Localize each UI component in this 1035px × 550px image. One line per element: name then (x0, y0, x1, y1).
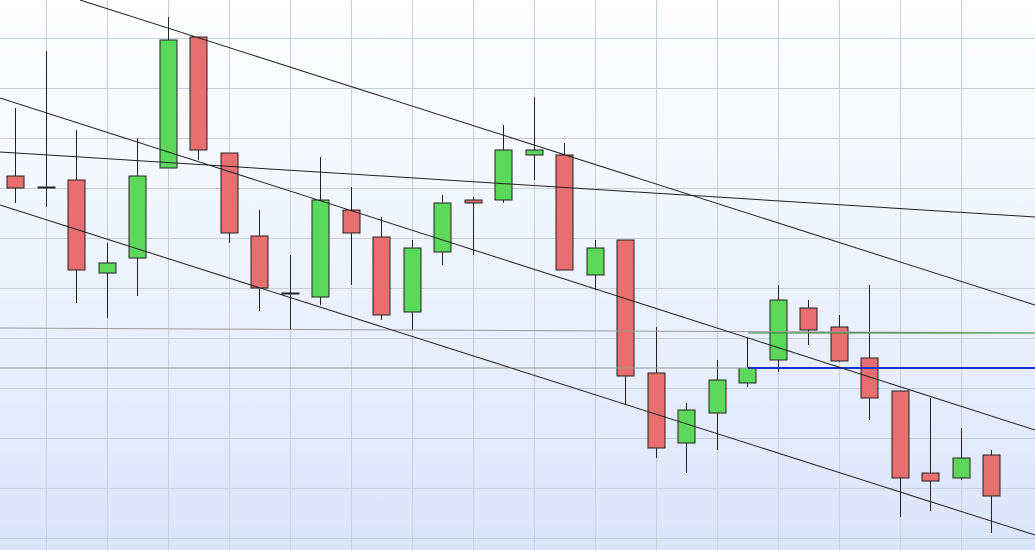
candle-body (433, 202, 452, 253)
candle-body (891, 390, 910, 479)
candle-body (555, 154, 574, 271)
candle-body (37, 186, 56, 189)
candle-body (281, 292, 300, 295)
candle-body (464, 199, 483, 204)
candles (6, 17, 1001, 533)
candle-body (738, 367, 757, 384)
candle-body (403, 247, 422, 313)
candle-body (98, 262, 117, 274)
trend-line (0, 151, 1035, 218)
trend-line (0, 97, 1035, 431)
candle-body (6, 175, 25, 189)
candle-body (250, 235, 269, 289)
candle-body (525, 149, 544, 156)
trend-line (79, 0, 1035, 306)
candle-body (952, 457, 971, 479)
candle-body (494, 149, 513, 201)
candle-body (311, 199, 330, 298)
candle-body (982, 454, 1001, 497)
drawings (0, 0, 1035, 536)
candle-body (67, 179, 86, 271)
candle-body (372, 236, 391, 316)
candle-body (220, 152, 239, 234)
candle-body (586, 247, 605, 276)
candle-body (128, 175, 147, 259)
horizontal-line (0, 327, 1035, 334)
candle-body (708, 379, 727, 414)
candle-body (342, 209, 361, 234)
candle-body (830, 326, 849, 362)
candle-body (159, 39, 178, 169)
candle-body (616, 239, 635, 377)
candle-body (647, 372, 666, 449)
candle-body (860, 357, 879, 399)
candle-body (769, 299, 788, 361)
candle-body (799, 307, 818, 331)
candle-body (921, 472, 940, 482)
candle-body (677, 409, 696, 444)
trend-line (0, 204, 1035, 536)
candle-body (189, 36, 208, 151)
